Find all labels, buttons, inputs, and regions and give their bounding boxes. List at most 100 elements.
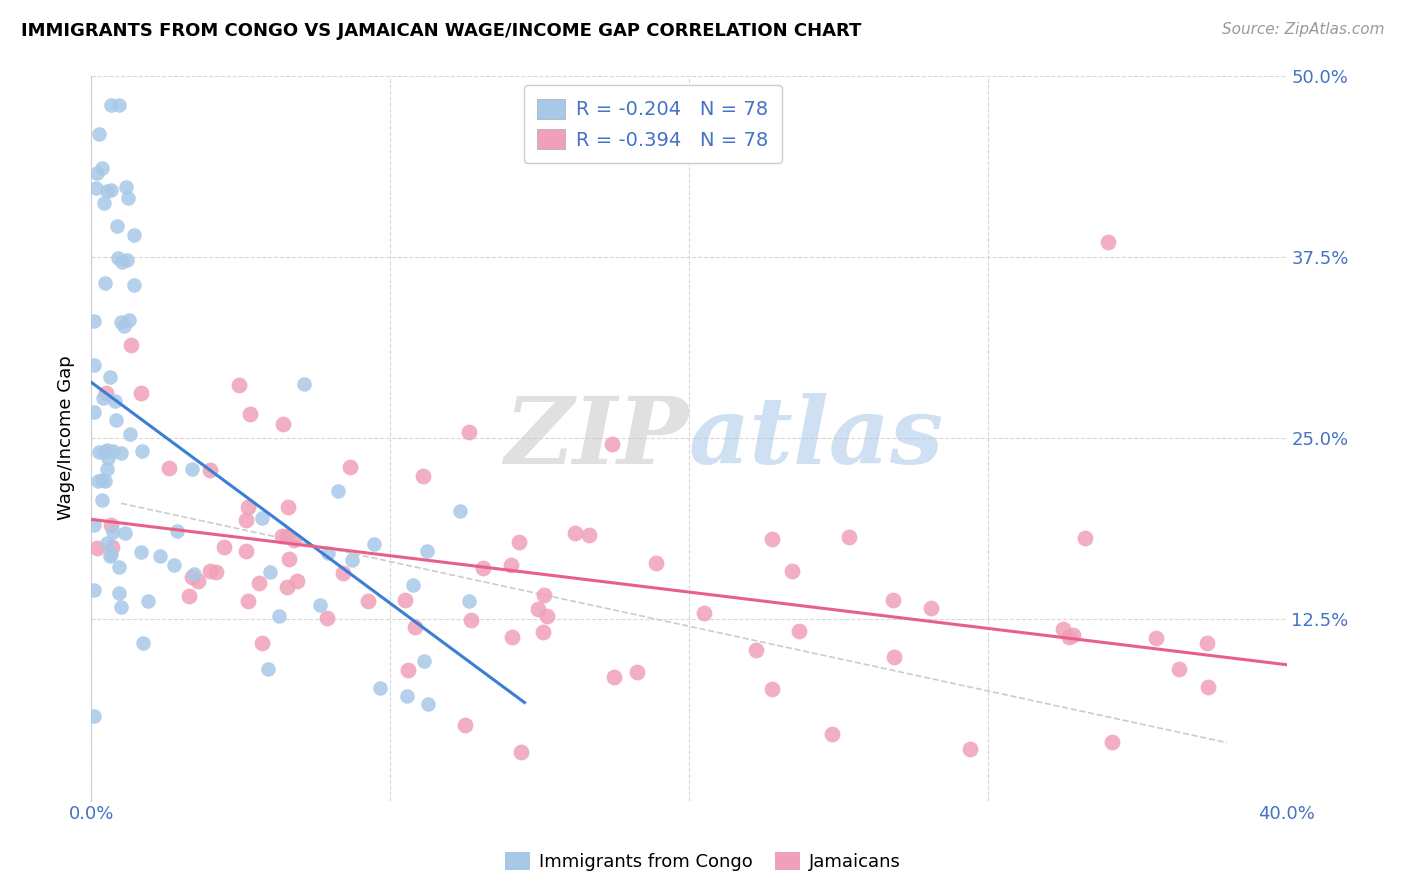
Point [394, 593, 416, 607]
Point [104, 393, 127, 408]
Point [626, 665, 648, 679]
Point [183, 567, 205, 582]
Point [198, 564, 221, 578]
Point [90, 161, 112, 175]
Point [97, 450, 120, 465]
Point [316, 611, 339, 625]
Point [166, 524, 188, 538]
Point [212, 540, 235, 554]
Point [416, 697, 439, 711]
Point [100, 183, 122, 197]
Text: ZIP: ZIP [505, 393, 689, 483]
Point [107, 251, 129, 265]
Point [100, 97, 122, 112]
Point [838, 530, 860, 544]
Point [328, 483, 350, 498]
Point [645, 557, 668, 571]
Point [276, 529, 298, 543]
Point [187, 574, 209, 588]
Point [149, 549, 172, 563]
Point [101, 443, 124, 458]
Point [501, 630, 523, 644]
Point [252, 636, 274, 650]
Point [510, 745, 533, 759]
Text: atlas: atlas [689, 393, 943, 483]
Point [533, 588, 555, 602]
Point [1074, 531, 1097, 545]
Point [91, 492, 114, 507]
Point [693, 606, 716, 620]
Point [108, 97, 131, 112]
Point [236, 593, 259, 607]
Point [107, 559, 129, 574]
Point [239, 407, 262, 421]
Point [396, 663, 419, 677]
Point [247, 575, 270, 590]
Point [200, 463, 222, 477]
Point [100, 517, 122, 532]
Point [117, 191, 139, 205]
Point [87, 474, 110, 488]
Point [238, 500, 260, 515]
Point [292, 376, 315, 391]
Text: Source: ZipAtlas.com: Source: ZipAtlas.com [1222, 22, 1385, 37]
Text: IMMIGRANTS FROM CONGO VS JAMAICAN WAGE/INCOME GAP CORRELATION CHART: IMMIGRANTS FROM CONGO VS JAMAICAN WAGE/I… [21, 22, 862, 40]
Legend: Immigrants from Congo, Jamaicans: Immigrants from Congo, Jamaicans [498, 846, 908, 879]
Point [100, 547, 122, 561]
Point [271, 529, 294, 543]
Point [84, 180, 107, 194]
Point [87, 127, 110, 141]
Legend: R = -0.204   N = 78, R = -0.394   N = 78: R = -0.204 N = 78, R = -0.394 N = 78 [524, 86, 782, 163]
Point [1101, 735, 1123, 749]
Point [112, 318, 135, 333]
Point [177, 589, 200, 603]
Point [83, 404, 105, 418]
Point [129, 385, 152, 400]
Point [115, 180, 138, 194]
Point [83, 518, 105, 533]
Point [416, 543, 439, 558]
Point [460, 613, 482, 627]
Point [761, 532, 783, 546]
Y-axis label: Wage/Income Gap: Wage/Income Gap [58, 356, 75, 520]
Point [96, 443, 118, 458]
Point [107, 586, 129, 600]
Point [600, 437, 623, 451]
Point [1057, 630, 1080, 644]
Point [959, 741, 981, 756]
Point [395, 690, 418, 704]
Point [252, 511, 274, 525]
Point [412, 654, 434, 668]
Point [115, 252, 138, 267]
Point [235, 513, 257, 527]
Point [277, 500, 299, 514]
Point [105, 413, 128, 427]
Point [271, 417, 294, 431]
Point [93, 195, 115, 210]
Point [1052, 623, 1074, 637]
Point [83, 358, 105, 372]
Point [131, 444, 153, 458]
Point [920, 601, 942, 615]
Point [96, 184, 118, 198]
Point [1195, 636, 1218, 650]
Point [132, 636, 155, 650]
Point [401, 578, 423, 592]
Point [122, 227, 145, 242]
Point [508, 535, 530, 549]
Point [98, 549, 121, 564]
Point [93, 445, 115, 459]
Point [157, 461, 180, 475]
Point [363, 536, 385, 550]
Point [368, 681, 391, 696]
Point [83, 709, 105, 723]
Point [578, 528, 600, 542]
Point [110, 315, 132, 329]
Point [536, 608, 558, 623]
Point [228, 378, 250, 392]
Point [316, 546, 339, 560]
Point [118, 427, 141, 442]
Point [1168, 661, 1191, 675]
Point [458, 593, 481, 607]
Point [205, 565, 228, 579]
